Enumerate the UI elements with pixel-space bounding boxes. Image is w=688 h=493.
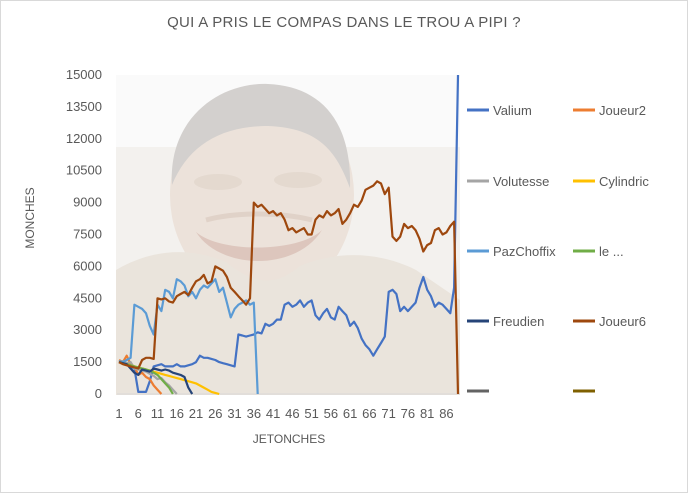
x-tick-label: 71 xyxy=(381,406,395,421)
x-tick-label: 56 xyxy=(324,406,338,421)
x-tick-label: 1 xyxy=(115,406,122,421)
y-tick-label: 4500 xyxy=(73,290,102,305)
x-tick-label: 6 xyxy=(135,406,142,421)
x-tick-label: 21 xyxy=(189,406,203,421)
x-tick-label: 86 xyxy=(439,406,453,421)
x-axis-title: JETONCHES xyxy=(253,432,325,446)
legend-label: Cylindric xyxy=(599,174,649,189)
background-photo xyxy=(116,75,460,395)
y-axis-title: MONCHES xyxy=(23,187,37,248)
x-tick-label: 76 xyxy=(401,406,415,421)
y-tick-label: 15000 xyxy=(66,67,102,82)
legend-label: Joueur2 xyxy=(599,103,646,118)
series-lines xyxy=(118,74,460,396)
y-axis-tick-labels: 0 1500 3000 4500 6000 7500 9000 10500 12000 13500… xyxy=(66,67,102,401)
x-tick-label: 61 xyxy=(343,406,357,421)
y-tick-label: 10500 xyxy=(66,163,102,178)
legend-label: le ... xyxy=(599,244,624,259)
series-line-joueur6 xyxy=(118,180,460,395)
x-tick-label: 81 xyxy=(420,406,434,421)
legend-label: Joueur6 xyxy=(599,314,646,329)
x-tick-label: 66 xyxy=(362,406,376,421)
x-tick-label: 26 xyxy=(208,406,222,421)
x-tick-label: 51 xyxy=(304,406,318,421)
series-line-valium xyxy=(119,74,460,393)
x-tick-label: 11 xyxy=(151,406,165,421)
legend-label: Valium xyxy=(493,103,532,118)
legend-label: PazChoffix xyxy=(493,244,556,259)
y-tick-label: 12000 xyxy=(66,131,102,146)
x-tick-label: 16 xyxy=(170,406,184,421)
y-tick-label: 9000 xyxy=(73,195,102,210)
x-tick-label: 31 xyxy=(227,406,241,421)
x-axis-tick-labels: 1 6 11 16 21 26 31 36 41 46 51 56 61 66 71 76 81 86 xyxy=(115,406,453,421)
legend: Valium Joueur2 Volutesse Cylindric PazChoffi… xyxy=(467,103,649,393)
x-tick-label: 46 xyxy=(285,406,299,421)
y-tick-label: 6000 xyxy=(73,258,102,273)
series-line-freudien xyxy=(118,361,194,395)
y-tick-label: 1500 xyxy=(73,354,102,369)
x-tick-label: 36 xyxy=(247,406,261,421)
legend-label: Freudien xyxy=(493,314,544,329)
y-tick-label: 7500 xyxy=(73,227,102,242)
legend-label: Volutesse xyxy=(493,174,549,189)
y-tick-label: 13500 xyxy=(66,99,102,114)
y-tick-label: 3000 xyxy=(73,322,102,337)
x-tick-label: 41 xyxy=(266,406,280,421)
chart-title: QUI A PRIS LE COMPAS DANS LE TROU A PIPI… xyxy=(167,14,521,31)
y-tick-label: 0 xyxy=(95,386,102,401)
